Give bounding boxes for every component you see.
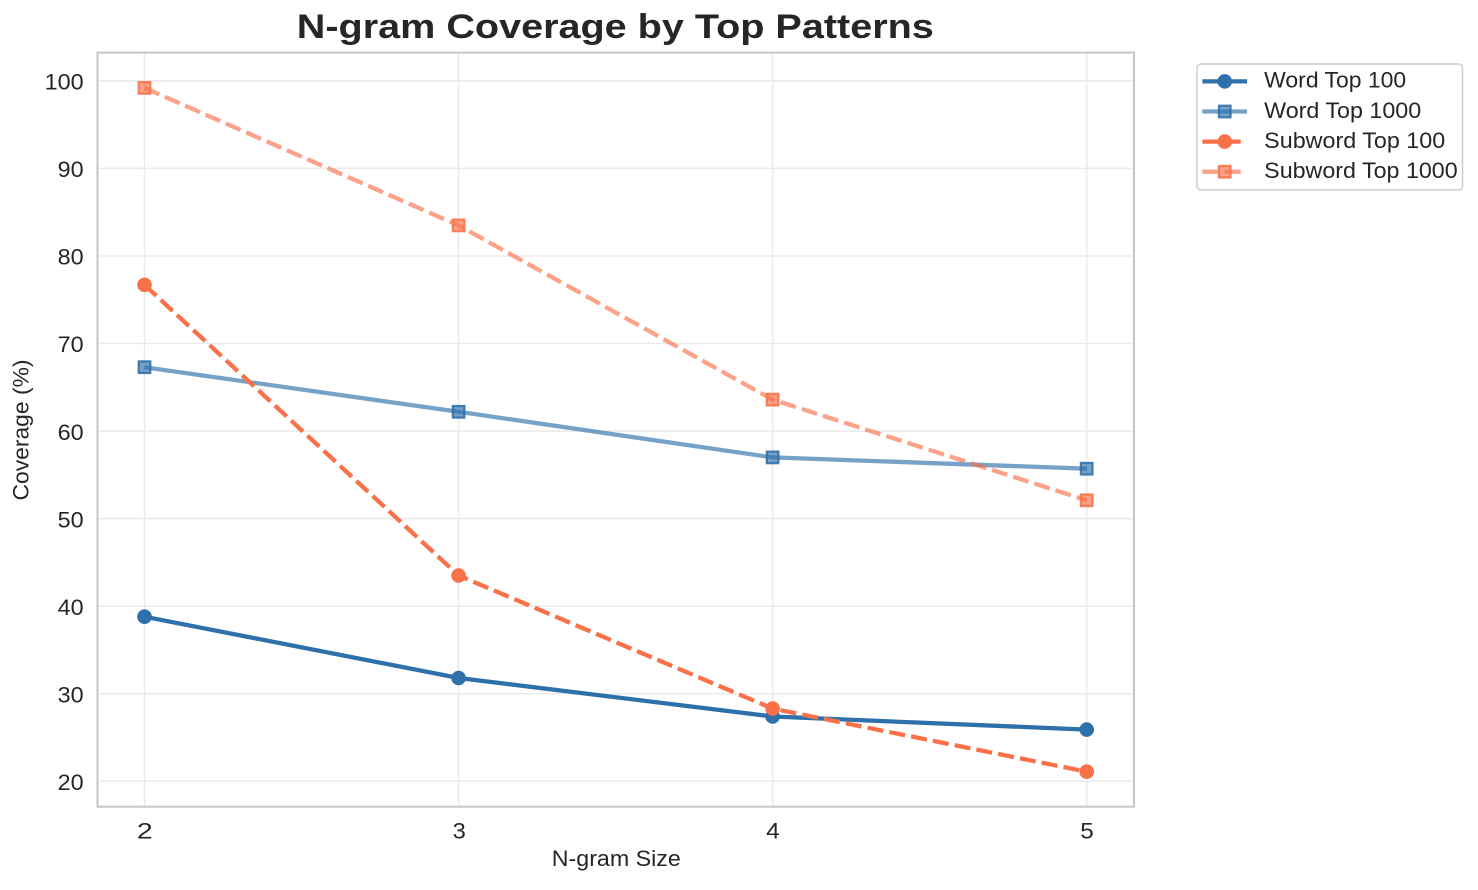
svg-text:60: 60	[58, 420, 84, 445]
svg-text:30: 30	[58, 682, 84, 707]
svg-text:50: 50	[58, 507, 84, 532]
svg-text:4: 4	[766, 818, 780, 843]
svg-text:N-gram Coverage by Top Pattern: N-gram Coverage by Top Patterns	[297, 8, 934, 46]
svg-text:Subword Top 1000: Subword Top 1000	[1264, 158, 1458, 183]
svg-text:70: 70	[58, 332, 84, 357]
svg-text:20: 20	[58, 770, 84, 795]
svg-text:N-gram Size: N-gram Size	[552, 846, 681, 871]
svg-text:40: 40	[58, 595, 84, 620]
svg-text:80: 80	[58, 245, 84, 270]
svg-text:5: 5	[1080, 818, 1094, 843]
svg-text:Word Top 1000: Word Top 1000	[1264, 98, 1421, 123]
svg-text:Word Top 100: Word Top 100	[1264, 68, 1406, 93]
svg-text:Subword Top 100: Subword Top 100	[1264, 128, 1445, 153]
svg-text:90: 90	[58, 157, 84, 182]
svg-text:Coverage (%): Coverage (%)	[9, 360, 34, 501]
svg-text:100: 100	[45, 70, 84, 95]
svg-text:3: 3	[453, 818, 466, 843]
svg-text:2: 2	[137, 818, 153, 843]
